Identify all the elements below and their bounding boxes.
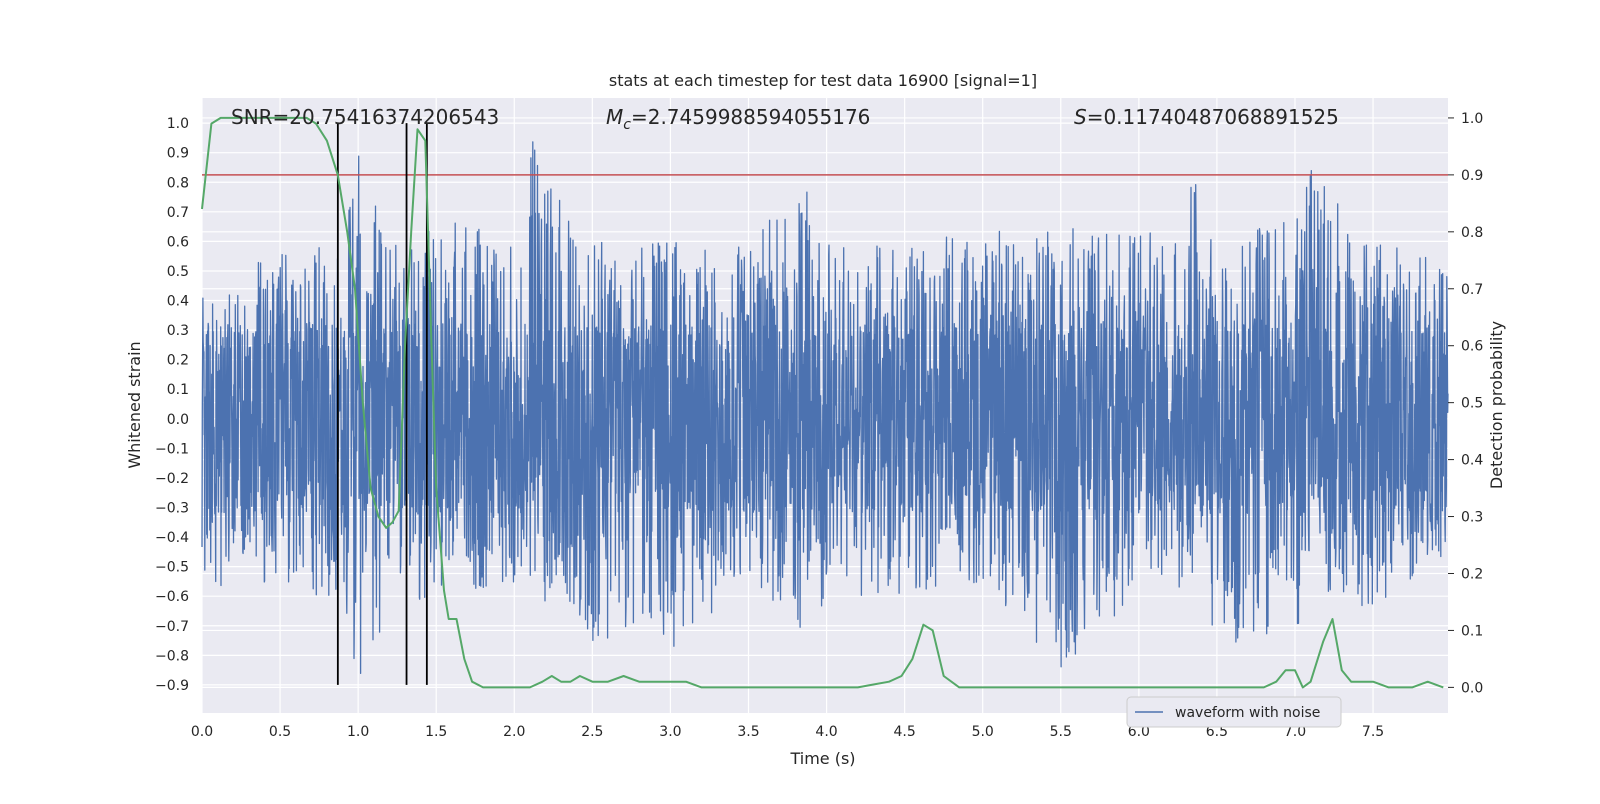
- x-axis-label: Time (s): [789, 749, 855, 768]
- x-tick-label: 0.5: [269, 724, 291, 740]
- probability-line: [201, 116, 1444, 689]
- y-tick-label-left: −0.5: [155, 560, 189, 576]
- chirp-mass-annotation: Mc=2.7459988594055176: [606, 105, 870, 133]
- y-tick-label-right: 0.3: [1461, 510, 1483, 526]
- legend-box: [1126, 696, 1342, 728]
- snr-annotation: SNR=20.75416374206543: [231, 105, 499, 129]
- y-tick-label-left: 0.3: [167, 323, 189, 339]
- y-tick-label-left: −0.4: [155, 530, 189, 546]
- probability-series: [201, 116, 1444, 689]
- legend-label-waveform: waveform with noise: [1175, 705, 1320, 721]
- y-tick-label-left: 0.9: [167, 146, 189, 162]
- y-tick-label-left: 0.2: [167, 353, 189, 369]
- y-tick-label-right: 0.2: [1461, 566, 1483, 582]
- y-tick-label-right: 0.0: [1461, 680, 1483, 696]
- chirp-mass-value: =2.7459988594055176: [631, 105, 870, 129]
- x-tick-label: 7.0: [1284, 724, 1306, 740]
- y-tick-label-left: −0.2: [155, 471, 189, 487]
- waveform-line: [201, 141, 1449, 675]
- x-tick-label: 6.5: [1206, 724, 1228, 740]
- y-tick-label-right: 0.6: [1461, 339, 1483, 355]
- y-tick-label-left: 0.7: [167, 205, 189, 221]
- y-tick-label-left: −0.7: [155, 619, 189, 635]
- y-ticks-right: 1.0 0.9 0.8 0.7 0.6 0.5 0.4 0.3 0.2 0.1 0.0: [1448, 111, 1483, 696]
- y-tick-label-left: −0.3: [155, 501, 189, 517]
- x-tick-label: 2.0: [503, 724, 525, 740]
- x-ticks: 0.0 0.5 1.0 1.5 2.0 2.5 3.0 3.5 4.0 4.5 5.0 5.5 6.0 6…: [191, 724, 1384, 740]
- y-axis-label-left: Whitened strain: [125, 341, 144, 468]
- x-tick-label: 4.0: [815, 724, 837, 740]
- x-tick-label: 5.5: [1050, 724, 1072, 740]
- y-tick-label-left: 0.8: [167, 175, 189, 191]
- legend: waveform with noise: [1126, 696, 1342, 728]
- y-tick-label-left: 1.0: [167, 116, 189, 132]
- x-tick-label: 4.5: [893, 724, 915, 740]
- y-tick-label-right: 0.1: [1461, 623, 1483, 639]
- y-tick-label-right: 0.4: [1461, 453, 1483, 469]
- x-tick-label: 1.0: [347, 724, 369, 740]
- x-tick-label: 0.0: [191, 724, 213, 740]
- y-tick-label-left: 0.6: [167, 234, 189, 250]
- x-tick-label: 7.5: [1362, 724, 1384, 740]
- y-tick-label-right: 1.0: [1461, 111, 1483, 127]
- s-annotation: S=0.11740487068891525: [1074, 105, 1339, 129]
- y-axis-label-right: Detection probability: [1487, 321, 1506, 489]
- chirp-mass-subscript: c: [623, 117, 631, 133]
- y-ticks-left: 1.0 0.9 0.8 0.7 0.6 0.5 0.4 0.3 0.2 0.1 0.0 −0.1 −0.…: [155, 116, 189, 694]
- chart-title: stats at each timestep for test data 169…: [609, 71, 1037, 90]
- x-tick-label: 3.5: [737, 724, 759, 740]
- y-tick-label-right: 0.8: [1461, 225, 1483, 241]
- x-tick-label: 6.0: [1128, 724, 1150, 740]
- y-tick-label-left: −0.9: [155, 678, 189, 694]
- y-tick-label-left: −0.8: [155, 648, 189, 664]
- y-tick-label-left: −0.1: [155, 441, 189, 457]
- s-symbol: S: [1074, 105, 1087, 129]
- x-tick-label: 1.5: [425, 724, 447, 740]
- waveform-series: [201, 141, 1449, 675]
- y-tick-label-right: 0.7: [1461, 282, 1483, 298]
- y-tick-label-right: 0.9: [1461, 168, 1483, 184]
- y-tick-label-right: 0.5: [1461, 396, 1483, 412]
- y-tick-label-left: 0.4: [167, 294, 189, 310]
- chirp-mass-symbol: M: [606, 105, 623, 129]
- x-tick-label: 2.5: [581, 724, 603, 740]
- y-tick-label-left: −0.6: [155, 589, 189, 605]
- y-tick-label-left: 0.0: [167, 412, 189, 428]
- x-tick-label: 3.0: [659, 724, 681, 740]
- y-tick-label-left: 0.5: [167, 264, 189, 280]
- x-tick-label: 5.0: [972, 724, 994, 740]
- y-tick-label-left: 0.1: [167, 382, 189, 398]
- s-value: =0.11740487068891525: [1087, 105, 1339, 129]
